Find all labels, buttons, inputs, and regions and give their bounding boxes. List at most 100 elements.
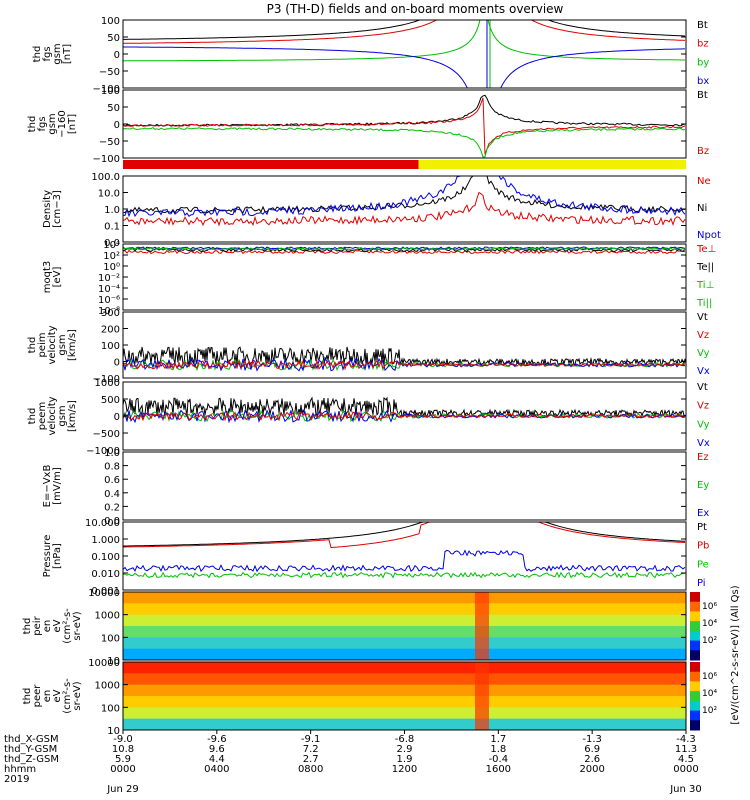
- legend-ti: Ti⊥: [696, 280, 714, 291]
- ytick-label: 10: [107, 726, 120, 737]
- panel-peem_velocity: 1000 500 0 −500 −1000 thd peem velocity gsm [km/s…: [27, 378, 710, 457]
- colorbar-segment: [690, 630, 700, 642]
- ytick-label: 1000: [95, 378, 120, 389]
- colorbar-segment: [690, 621, 700, 632]
- ytick-label: 0.4: [104, 489, 120, 500]
- colorbar-tick-label: 10⁴: [702, 619, 717, 629]
- Pb: [123, 522, 686, 549]
- mode-bar-red: [123, 160, 419, 169]
- colorbar-peir_spec: 10⁶ 10⁴ 10²: [690, 592, 717, 661]
- ephem-value: 11.3: [675, 744, 697, 755]
- ephem-value: 1.8: [490, 744, 506, 755]
- legend-ti: Ti||: [696, 298, 712, 309]
- ytick-label: 10000: [88, 658, 120, 669]
- spectrogram-band: [123, 614, 686, 627]
- ytick-label: 1000: [95, 681, 120, 692]
- ytick-label: 10⁻²: [98, 273, 120, 284]
- panel-density: 100.0 10.0 1.0 0.1 0.0 Density [cm−3] Ne Ni Npot: [42, 172, 721, 249]
- colorbar-label: [eV/(cm^2-s-sr-eV)] (All Qs): [730, 585, 741, 724]
- ephem-value: -9.0: [113, 734, 133, 745]
- ylabel-line: thd: [27, 337, 38, 354]
- ephem-value: 5.9: [115, 754, 131, 765]
- legend-npot: Npot: [697, 230, 721, 241]
- ylabel-line: sr-eV): [72, 681, 83, 710]
- ephem-date: Jun 29: [106, 784, 139, 795]
- panel-peer_spec-data: [123, 662, 686, 730]
- bz: [123, 20, 686, 44]
- ylabel-line: Density: [42, 190, 53, 228]
- ytick-label: 0.8: [104, 462, 120, 473]
- legend-ez: Ez: [697, 452, 709, 463]
- ytick-label: −100: [93, 84, 120, 95]
- ytick-label: 200: [101, 325, 120, 336]
- Pe: [123, 571, 686, 579]
- ytick-label: 0.0: [104, 238, 120, 249]
- colorbar-tick-label: 10⁴: [702, 689, 717, 699]
- ephem-value: 6.9: [584, 744, 600, 755]
- ephem-value: 1200: [392, 764, 417, 775]
- ylabel-line: eV: [52, 689, 63, 702]
- ylabel-line: fgs: [42, 46, 53, 61]
- ytick-label: 0.1: [104, 222, 120, 233]
- legend-vx: Vx: [697, 438, 710, 449]
- ylabel-line: [eV]: [52, 267, 63, 288]
- panel-frame: [122, 243, 687, 311]
- ytick-label: 500: [101, 395, 120, 406]
- Ne: [123, 191, 686, 227]
- ephem-value: 4.4: [209, 754, 225, 765]
- legend-bz: Bz: [697, 146, 709, 157]
- ephem-row-label: thd_Y-GSM: [4, 744, 57, 755]
- colorbar-tick-label: 10⁶: [702, 672, 717, 682]
- ytick-label: 100: [101, 86, 120, 97]
- panel-frame: [122, 19, 687, 89]
- ytick-label: −50: [99, 67, 120, 78]
- ytick-label: 0.6: [104, 475, 120, 486]
- ytick-label: 0.001: [91, 586, 120, 597]
- panel-fgs_gsm: 100 50 0 −50 −100 thd fgs gsm [nT] Bt bz by bx: [32, 16, 709, 95]
- ytick-label: 1000: [95, 611, 120, 622]
- spectrogram-band: [123, 603, 686, 616]
- ytick-label: 100: [101, 16, 120, 27]
- colorbar-tick-label: 10²: [702, 636, 717, 646]
- ylabel-line: fgs: [37, 116, 48, 131]
- ylabel-line: velocity: [47, 325, 58, 364]
- ylabel-line: eV: [52, 619, 63, 632]
- colorbar-segment: [690, 611, 700, 622]
- legend-bt: Bt: [697, 20, 708, 31]
- legend-pb: Pb: [697, 541, 709, 552]
- panel-frame: [122, 89, 687, 159]
- ylabel-line: [cm−3]: [52, 190, 63, 228]
- ylabel-line: [km/s]: [67, 400, 78, 432]
- Npot: [123, 176, 686, 218]
- ytick-label: 0: [114, 412, 120, 423]
- panel-fgs_gsm_160: 100 50 0 −50 −100 thd fgs gsm −160 [nT] Bt Bz: [27, 86, 709, 165]
- ephem-value: 2.9: [397, 744, 413, 755]
- legend-vy: Vy: [697, 419, 710, 430]
- spectrogram-band: [123, 684, 686, 697]
- colorbar-peer_spec: 10⁶ 10⁴ 10²: [690, 662, 717, 731]
- legend-by: by: [697, 57, 709, 68]
- panel-frame: [122, 451, 687, 521]
- panel-peem_velocity-data: [123, 396, 686, 424]
- colorbar-segment: [690, 592, 700, 603]
- ytick-label: 50: [107, 33, 120, 44]
- by: [123, 20, 685, 62]
- ephem-value: 0400: [204, 764, 229, 775]
- legend-vt: Vt: [697, 382, 708, 393]
- ylabel-line: [mV/m]: [52, 467, 63, 505]
- ylabel-line: E=−VxB: [42, 465, 53, 508]
- spectrogram-feature: [475, 592, 489, 660]
- Vz: [123, 411, 686, 422]
- colorbar-tick-label: 10⁶: [702, 602, 717, 612]
- legend-ni: Ni: [697, 203, 707, 214]
- legend-bt: Bt: [697, 90, 708, 101]
- colorbar-segment: [690, 671, 700, 682]
- panel-peim_velocity-data: [123, 346, 686, 372]
- ephem-value: 2000: [579, 764, 604, 775]
- ephem-value: -6.8: [395, 734, 415, 745]
- panel-peir_spec: 10000 1000 100 10 thd peir en eV (cm²-s-sr-eV) 10…: [22, 588, 717, 667]
- Bz: [123, 97, 686, 155]
- ephem-value: 1.7: [490, 734, 506, 745]
